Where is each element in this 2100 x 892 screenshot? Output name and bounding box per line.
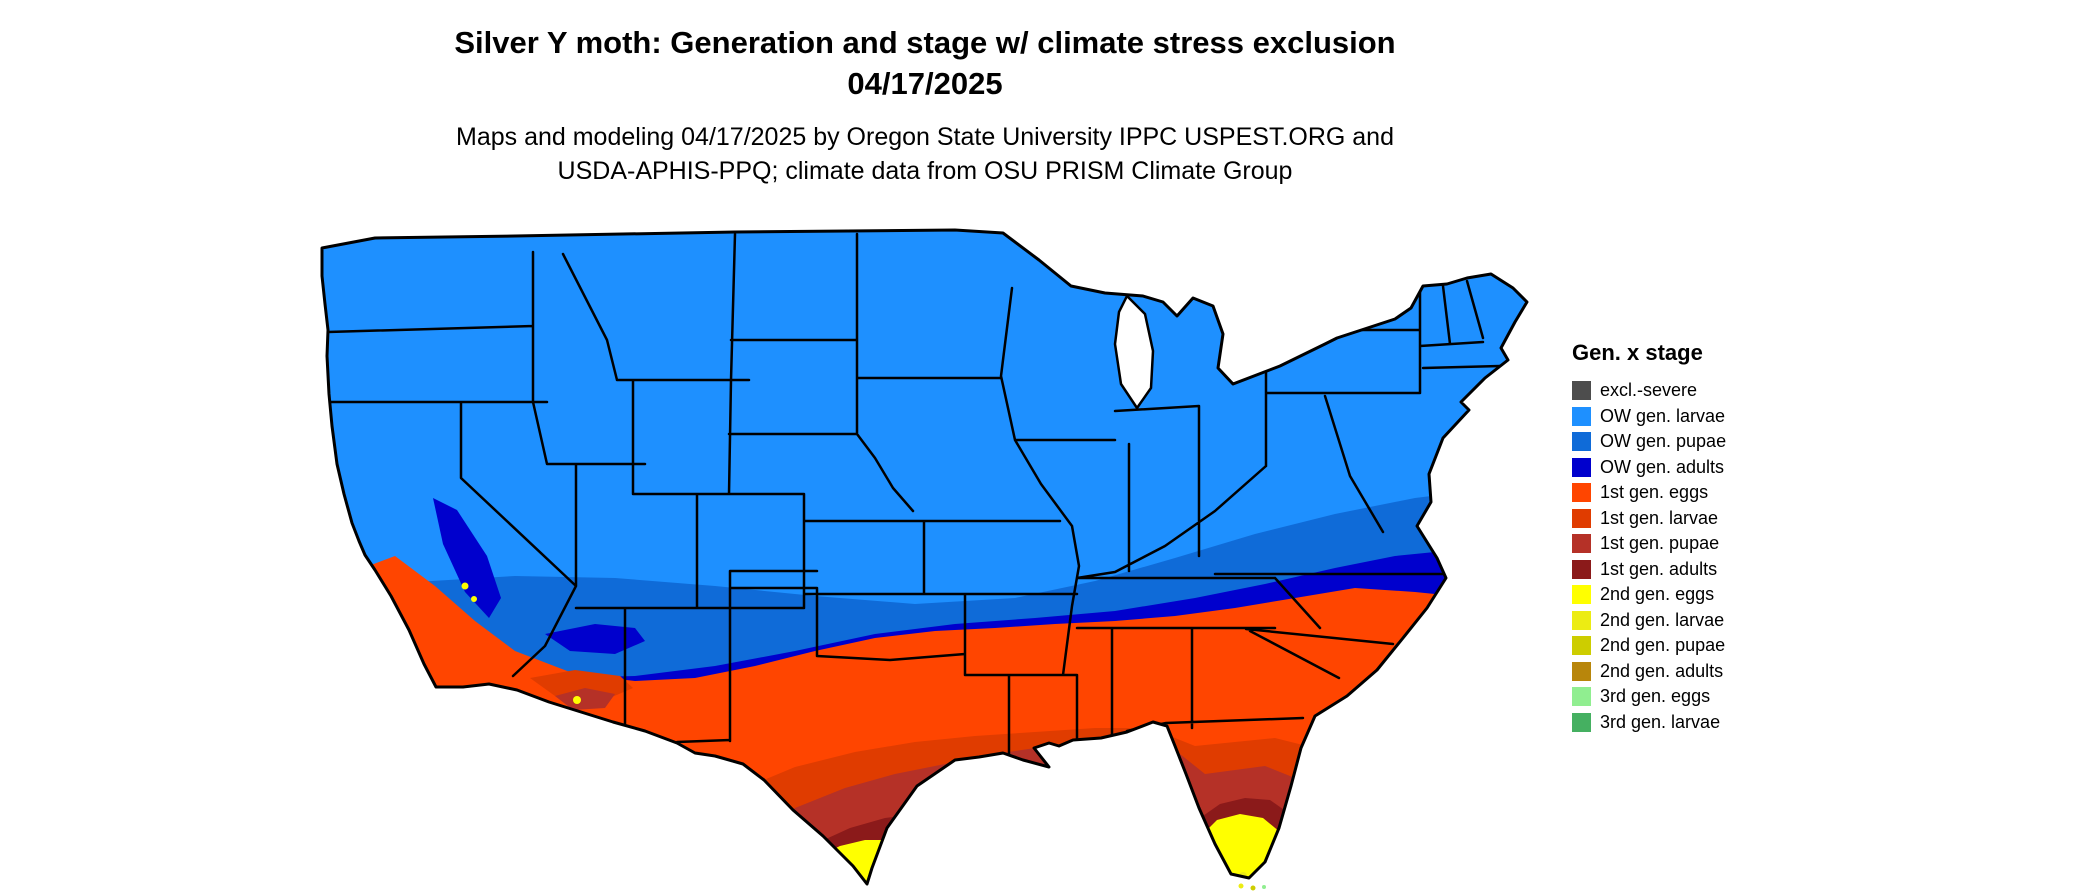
legend-swatch [1572,610,1591,630]
legend-swatch [1572,585,1591,605]
legend-label: 1st gen. eggs [1600,482,1709,503]
region-fl-tip-2nd-pupae [1253,877,1259,883]
legend-swatch [1572,636,1591,656]
region-socal-yellow-spot2 [471,596,477,602]
legend-label: 2nd gen. eggs [1600,584,1715,605]
legend-row: 2nd gen. adults [1572,659,1726,685]
legend-label: 2nd gen. larvae [1600,609,1725,630]
legend-row: 2nd gen. larvae [1572,608,1726,634]
legend-label: 1st gen. adults [1600,558,1718,579]
region-2nd-eggs-tx [780,840,935,884]
legend-label: 1st gen. larvae [1600,507,1719,528]
legend-swatch [1572,406,1591,426]
legend-label: 3rd gen. larvae [1600,711,1721,732]
map-subtitle-line1: Maps and modeling 04/17/2025 by Oregon S… [456,123,1394,151]
region-mogollon-dark-patch [545,624,645,654]
legend-label: OW gen. adults [1600,456,1725,477]
lake-michigan [1113,293,1155,411]
region-socal-yellow-spot1 [461,582,469,590]
legend-label: OW gen. pupae [1600,431,1727,452]
region-sierra-dark-patch [433,498,501,618]
map-title-date: 04/17/2025 [847,66,1003,101]
legend-swatch [1572,457,1591,477]
legend-title: Gen. x stage [1572,340,1703,365]
legend-swatch [1572,712,1591,732]
legend-label: 2nd gen. adults [1600,660,1724,681]
legend-row: 2nd gen. pupae [1572,633,1726,659]
legend-row: OW gen. larvae [1572,404,1726,430]
us-phenology-map [315,226,1530,892]
legend-row: 2nd gen. eggs [1572,582,1726,608]
legend-swatch [1572,559,1591,579]
header: Silver Y moth: Generation and stage w/ c… [0,22,1850,188]
legend-row: 1st gen. adults [1572,557,1726,583]
legend-label: OW gen. larvae [1600,405,1726,426]
legend-row: 1st gen. eggs [1572,480,1726,506]
legend-swatch [1572,687,1591,707]
map-title-line1: Silver Y moth: Generation and stage w/ c… [454,25,1396,60]
legend-row: 1st gen. larvae [1572,506,1726,532]
region-keys-2nd-pupae [1250,885,1256,891]
us-map-svg [320,228,1529,891]
map-subtitle-line2: USDA-APHIS-PPQ; climate data from OSU PR… [557,157,1293,185]
legend-label: 1st gen. pupae [1600,533,1720,554]
region-keys-2nd-larvae [1238,883,1244,889]
legend-row: OW gen. pupae [1572,429,1726,455]
legend-swatch [1572,508,1591,528]
region-az-pupae-spot [555,688,615,710]
state-borders [326,232,1502,760]
legend-swatch [1572,432,1591,452]
legend-row: 3rd gen. larvae [1572,710,1726,736]
us-outline [320,228,1529,886]
map-subtitle: Maps and modeling 04/17/2025 by Oregon S… [0,120,1850,188]
legend-row: excl.-severe [1572,378,1726,404]
legend-swatch [1572,661,1591,681]
legend-swatch [1572,534,1591,554]
legend-row: OW gen. adults [1572,455,1726,481]
legend-label: 3rd gen. eggs [1600,686,1711,707]
legend-label: excl.-severe [1600,380,1698,401]
legend-items: excl.-severe OW gen. larvae OW gen. pupae O… [1572,378,1726,735]
region-keys-3rd-eggs [1262,885,1266,889]
legend: Gen. x stage excl.-severe OW gen. larvae O… [1572,340,1726,735]
region-az-yellow-spot [573,696,581,704]
legend-row: 1st gen. pupae [1572,531,1726,557]
legend-row: 3rd gen. eggs [1572,684,1726,710]
legend-swatch [1572,381,1591,401]
legend-swatch [1572,483,1591,503]
legend-label: 2nd gen. pupae [1600,635,1726,656]
